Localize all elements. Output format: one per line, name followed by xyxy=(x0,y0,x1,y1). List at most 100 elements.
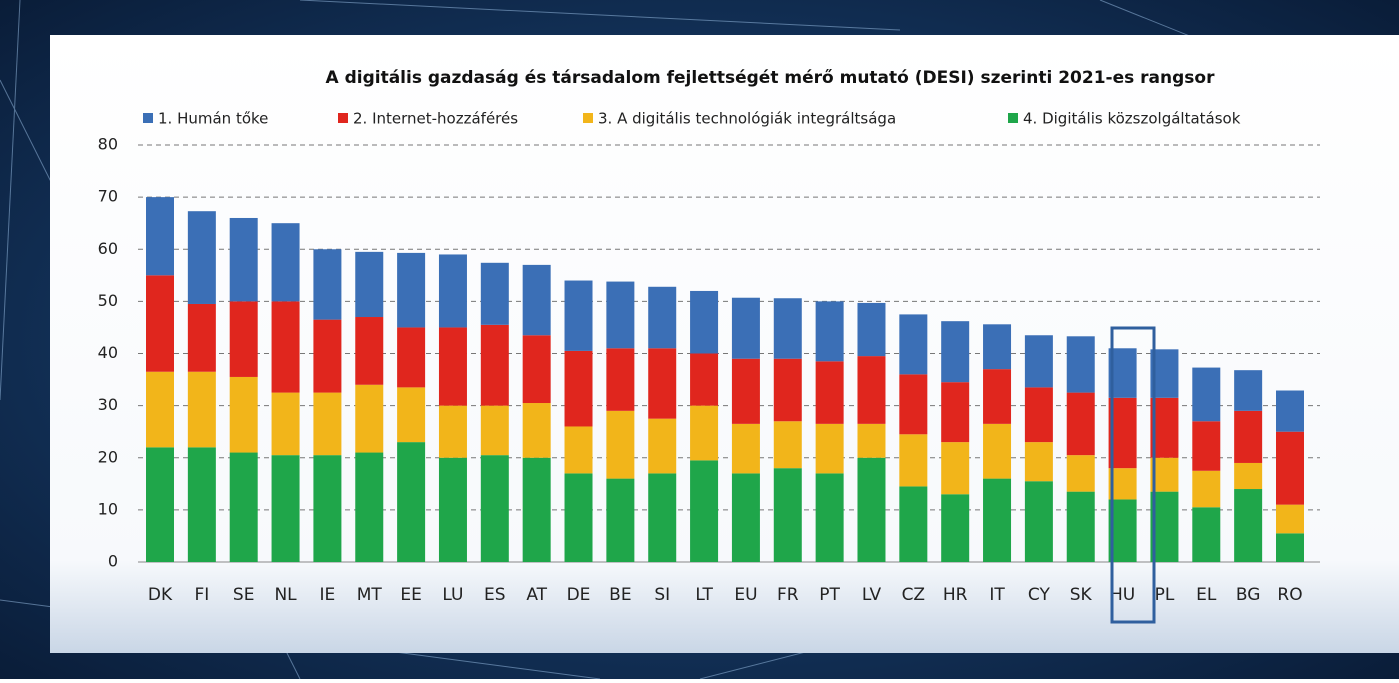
bar-segment xyxy=(480,324,509,406)
bar-segment xyxy=(815,473,844,562)
bar-segment xyxy=(397,252,426,328)
x-tick-label: AT xyxy=(526,585,547,605)
bar-segment xyxy=(690,290,719,354)
x-tick-label: PL xyxy=(1155,585,1175,605)
legend-label: 4. Digitális közszolgáltatások xyxy=(1023,110,1241,128)
bar-segment xyxy=(606,410,635,479)
bar-segment xyxy=(941,382,970,443)
bar-segment xyxy=(271,223,300,302)
bar-segment xyxy=(857,356,886,424)
bar-segment xyxy=(480,405,509,456)
x-tick-label: CZ xyxy=(902,585,926,605)
x-tick-label: EE xyxy=(400,585,421,605)
bar-segment xyxy=(648,473,677,562)
bar-segment xyxy=(438,254,467,328)
bar-segment xyxy=(1234,410,1263,463)
bar-segment xyxy=(1276,390,1304,432)
x-tick-label: DK xyxy=(148,585,173,605)
bar-segment xyxy=(271,301,300,393)
bar-segment xyxy=(1066,455,1095,492)
bar-segment xyxy=(1234,489,1263,562)
bar-segment xyxy=(229,217,258,302)
x-tick-label: MT xyxy=(357,585,383,605)
bar-segment xyxy=(229,376,258,453)
x-tick-label: RO xyxy=(1277,585,1302,605)
bar-segment xyxy=(899,314,928,375)
legend-swatch xyxy=(143,113,153,123)
bar-segment xyxy=(857,423,886,458)
bar-segment xyxy=(815,361,844,424)
bar-segment xyxy=(146,197,174,276)
legend-swatch xyxy=(583,113,593,123)
bar-segment xyxy=(983,423,1012,479)
x-tick-label: IE xyxy=(320,585,336,605)
y-tick-label: 70 xyxy=(98,187,118,206)
bar-segment xyxy=(773,468,802,562)
x-tick-label: SK xyxy=(1070,585,1093,605)
bar-segment xyxy=(899,434,928,487)
bar-segment xyxy=(773,298,802,359)
bar-segment xyxy=(146,371,174,448)
bar-segment xyxy=(690,353,719,406)
bar-segment xyxy=(1024,481,1053,562)
y-tick-label: 80 xyxy=(98,135,118,154)
chart-title: A digitális gazdaság és társadalom fejle… xyxy=(326,68,1216,88)
x-tick-label: CY xyxy=(1028,585,1051,605)
bar-segment xyxy=(857,302,886,357)
bar-segment xyxy=(229,452,258,562)
bar-segment xyxy=(146,275,174,372)
x-tick-label: BE xyxy=(609,585,631,605)
bar-segment xyxy=(564,426,593,474)
bar-segment xyxy=(815,301,844,362)
x-tick-label: LV xyxy=(862,585,882,605)
legend-label: 3. A digitális technológiák integráltság… xyxy=(598,110,896,128)
bar-segment xyxy=(690,460,719,562)
bar-segment xyxy=(1234,462,1263,490)
highlight-box xyxy=(1110,326,1156,624)
bar-segment xyxy=(1276,504,1304,534)
bar-segment xyxy=(271,392,300,456)
bar-segment xyxy=(480,262,509,325)
bar-segment xyxy=(564,280,593,351)
bar-segment xyxy=(397,442,426,562)
bar-segment xyxy=(355,251,384,318)
bar-segment xyxy=(983,478,1012,562)
x-tick-label: EU xyxy=(734,585,757,605)
legend-swatch xyxy=(1008,113,1018,123)
bar-segment xyxy=(313,455,342,562)
bar-segment xyxy=(1276,533,1304,562)
x-tick-label: SE xyxy=(233,585,255,605)
bar-segment xyxy=(313,249,342,320)
x-tick-label: DE xyxy=(567,585,591,605)
bar-segment xyxy=(983,324,1012,370)
bar-segment xyxy=(648,418,677,474)
bar-segment xyxy=(187,371,216,448)
x-tick-label: HU xyxy=(1110,585,1135,605)
bar-segment xyxy=(438,405,467,458)
x-tick-label: SI xyxy=(654,585,670,605)
x-tick-label: BG xyxy=(1236,585,1261,605)
bar-segment xyxy=(397,327,426,388)
bar-segment xyxy=(355,317,384,385)
bar-segment xyxy=(983,369,1012,424)
bar-segment xyxy=(1024,335,1053,388)
bar-segment xyxy=(899,486,928,562)
legend-label: 1. Humán tőke xyxy=(158,110,268,128)
bar-segment xyxy=(941,321,970,383)
bar-segment xyxy=(1024,442,1053,482)
bar-segment xyxy=(146,447,174,562)
x-tick-label: EL xyxy=(1196,585,1217,605)
y-tick-label: 40 xyxy=(98,343,118,362)
bar-segment xyxy=(606,348,635,411)
bar-segment xyxy=(187,447,216,562)
bar-segment xyxy=(648,286,677,349)
bar-segment xyxy=(313,392,342,456)
legend-label: 2. Internet-hozzáférés xyxy=(353,110,518,128)
x-tick-label: IT xyxy=(989,585,1005,605)
bar-segment xyxy=(1276,431,1304,505)
bar-segment xyxy=(773,421,802,469)
bar-segment xyxy=(1192,507,1221,562)
bar-segment xyxy=(1234,370,1263,411)
